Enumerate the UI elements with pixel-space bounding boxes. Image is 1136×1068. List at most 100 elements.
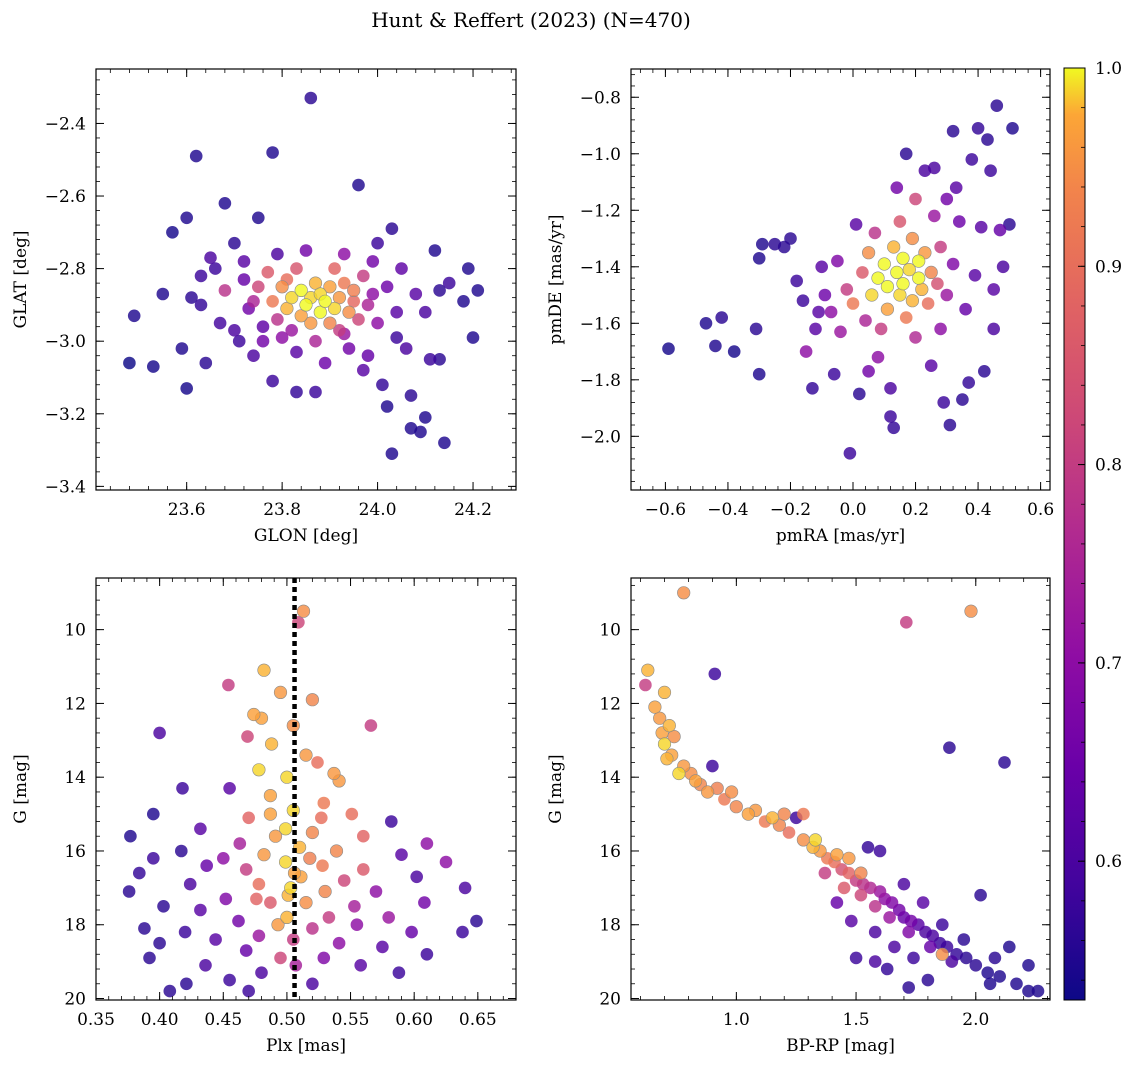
data-point bbox=[342, 342, 356, 355]
data-point bbox=[868, 925, 882, 939]
data-point bbox=[345, 807, 359, 821]
data-point bbox=[741, 807, 755, 821]
data-point bbox=[1006, 122, 1019, 135]
data-point bbox=[641, 663, 655, 677]
data-point bbox=[304, 91, 318, 105]
data-point bbox=[369, 885, 383, 898]
data-point bbox=[752, 251, 766, 265]
data-point bbox=[880, 280, 895, 294]
data-point bbox=[183, 877, 197, 891]
data-point bbox=[239, 863, 253, 876]
panel-cmd: 1.0 1.5 2.0 10 12 14 16 18 20 BP-RP [mag] G [mag] bbox=[546, 577, 1051, 1056]
axes-frame bbox=[630, 577, 1051, 1001]
data-point bbox=[290, 385, 303, 399]
data-point bbox=[290, 345, 303, 359]
data-point bbox=[299, 748, 313, 762]
data-point bbox=[974, 888, 987, 902]
data-point bbox=[937, 396, 950, 409]
data-point bbox=[366, 255, 380, 268]
data-point bbox=[806, 382, 819, 395]
data-point bbox=[256, 320, 270, 334]
data-point bbox=[371, 316, 384, 330]
data-point bbox=[364, 719, 378, 732]
x-axis-title: BP-RP [mag] bbox=[786, 1036, 895, 1056]
data-point bbox=[409, 287, 423, 301]
x-tick-label: 1.5 bbox=[843, 1010, 870, 1030]
data-point bbox=[957, 933, 971, 946]
data-point bbox=[163, 984, 177, 998]
colorbar-tick-label: 0.8 bbox=[1095, 456, 1122, 476]
data-point bbox=[981, 133, 994, 146]
data-point bbox=[706, 759, 719, 773]
data-point bbox=[390, 305, 404, 319]
data-point bbox=[266, 146, 279, 159]
data-point bbox=[873, 885, 887, 898]
data-point bbox=[984, 164, 997, 177]
data-point bbox=[883, 911, 896, 924]
data-point bbox=[305, 825, 320, 840]
data-point bbox=[252, 929, 266, 943]
data-point bbox=[987, 283, 1000, 296]
data-point bbox=[639, 678, 652, 692]
data-point bbox=[827, 367, 841, 381]
data-point bbox=[306, 977, 319, 991]
x-tick-label: 0.65 bbox=[459, 1010, 497, 1030]
colorbar-gradient bbox=[1063, 67, 1086, 1001]
data-point bbox=[956, 393, 969, 406]
x-tick-label: 1.0 bbox=[723, 1010, 750, 1030]
data-point bbox=[784, 232, 797, 245]
data-point bbox=[902, 981, 915, 994]
data-point bbox=[315, 811, 328, 825]
data-point bbox=[971, 122, 985, 135]
x-tick-label: −0.6 bbox=[645, 500, 686, 520]
points-pos bbox=[123, 91, 485, 461]
data-point bbox=[263, 788, 278, 803]
data-point bbox=[347, 295, 361, 308]
data-point bbox=[849, 951, 863, 965]
data-point bbox=[1031, 984, 1045, 998]
data-point bbox=[688, 774, 703, 788]
data-point bbox=[949, 181, 963, 194]
data-point bbox=[423, 353, 437, 366]
data-point bbox=[438, 436, 451, 450]
data-point bbox=[199, 959, 212, 972]
data-point bbox=[861, 841, 875, 854]
data-point bbox=[931, 277, 944, 291]
data-point bbox=[765, 811, 779, 825]
data-point bbox=[442, 276, 456, 290]
data-point bbox=[1003, 940, 1016, 954]
data-point bbox=[127, 309, 141, 323]
data-point bbox=[271, 247, 284, 261]
data-point bbox=[357, 829, 370, 843]
data-point bbox=[699, 317, 713, 330]
data-point bbox=[194, 822, 207, 836]
x-tick-label: 23.8 bbox=[263, 500, 301, 520]
y-tick-label: −2.4 bbox=[45, 114, 86, 134]
data-point bbox=[749, 322, 763, 336]
data-point bbox=[915, 282, 929, 297]
data-point bbox=[263, 807, 278, 821]
y-tick-label: 14 bbox=[599, 768, 621, 788]
data-point bbox=[969, 959, 983, 972]
data-point bbox=[916, 896, 930, 909]
data-point bbox=[323, 316, 337, 330]
data-point bbox=[1022, 984, 1035, 998]
data-point bbox=[928, 161, 941, 175]
data-point bbox=[194, 298, 208, 312]
data-point bbox=[232, 334, 246, 348]
data-point bbox=[962, 376, 975, 389]
y-axis-title: G [mag] bbox=[11, 754, 31, 823]
data-point bbox=[194, 903, 207, 917]
data-point bbox=[252, 763, 266, 777]
data-point bbox=[347, 283, 361, 298]
data-point bbox=[352, 178, 365, 192]
data-point bbox=[905, 231, 920, 246]
x-tick-label: 0.40 bbox=[141, 1010, 179, 1030]
y-tick-label: 20 bbox=[599, 990, 621, 1010]
data-point bbox=[371, 236, 384, 250]
data-point bbox=[874, 322, 888, 336]
data-point bbox=[924, 940, 937, 954]
data-point bbox=[965, 153, 979, 166]
data-point bbox=[218, 284, 232, 297]
data-point bbox=[899, 147, 913, 161]
